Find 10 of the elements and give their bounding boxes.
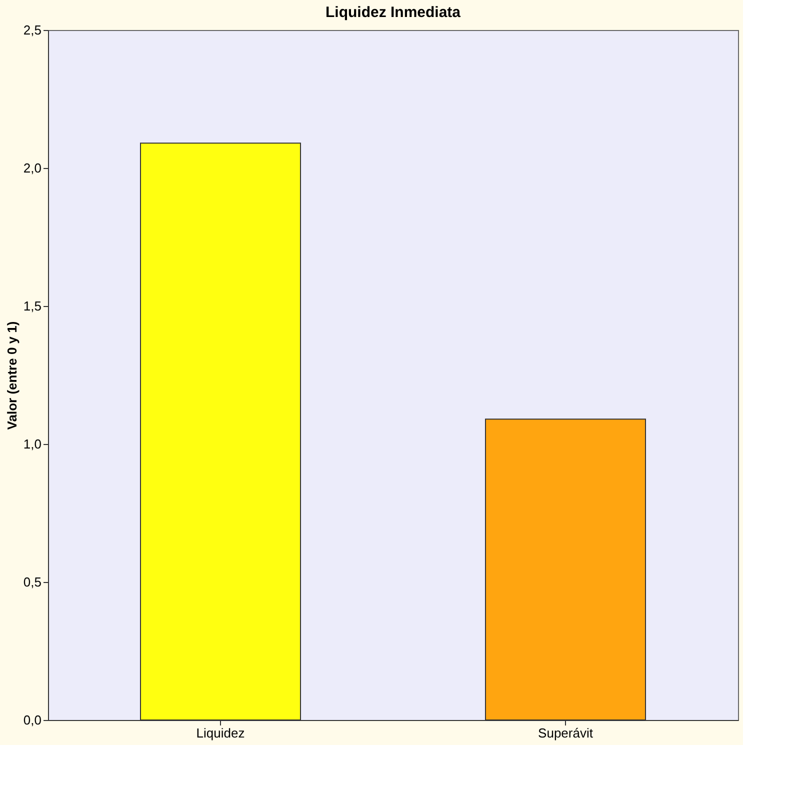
y-tick-label: 2,5	[23, 22, 42, 38]
y-tick-label: 1,5	[23, 298, 42, 314]
y-tick-label: 0,0	[23, 712, 42, 728]
x-tick-label: Superávit	[538, 726, 594, 740]
y-axis-title: Valor (entre 0 y 1)	[4, 321, 20, 430]
y-tick-label: 1,0	[23, 436, 42, 452]
y-tick-label: 2,0	[23, 160, 42, 176]
y-tick-label: 0,5	[23, 574, 42, 590]
chart-title: Liquidez Inmediata	[325, 4, 462, 21]
x-tick-label: Liquidez	[196, 726, 245, 740]
